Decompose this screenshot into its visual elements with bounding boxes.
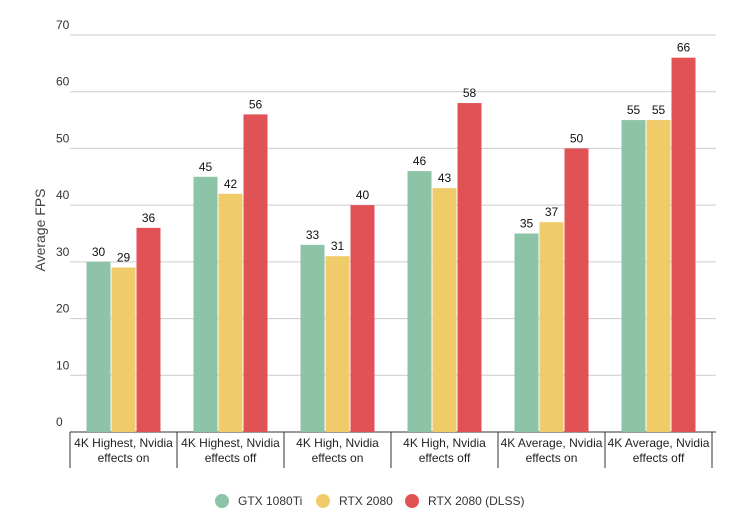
x-tick-label: 4K High, Nvidia effects on — [296, 436, 379, 465]
data-label: 43 — [438, 171, 452, 185]
y-tick-label: 50 — [56, 131, 70, 145]
bar — [350, 205, 375, 432]
legend-label: RTX 2080 — [339, 494, 393, 508]
data-label: 46 — [413, 154, 427, 168]
data-label: 37 — [545, 205, 559, 219]
bar — [193, 176, 218, 432]
y-tick-label: 70 — [56, 18, 70, 32]
bar — [243, 114, 268, 433]
bar — [218, 193, 243, 432]
bar — [432, 188, 457, 432]
data-label: 36 — [142, 211, 156, 225]
bar — [621, 120, 646, 433]
bar — [325, 256, 350, 432]
data-label: 29 — [117, 251, 131, 265]
legend-marker — [316, 494, 330, 508]
bar — [539, 222, 564, 432]
bar — [671, 57, 696, 432]
bar — [300, 244, 325, 432]
data-label: 31 — [331, 239, 345, 253]
data-label: 58 — [463, 86, 477, 100]
y-tick-label: 60 — [56, 75, 70, 89]
bar — [111, 267, 136, 432]
y-tick-label: 40 — [56, 188, 70, 202]
x-tick-label: 4K Average, Nvidia effects off — [607, 436, 710, 465]
data-label: 66 — [677, 41, 691, 55]
x-tick-label: 4K High, Nvidia effects off — [403, 436, 486, 465]
bar — [86, 261, 111, 432]
data-label: 40 — [356, 188, 370, 202]
data-label: 55 — [652, 103, 666, 117]
legend-label: GTX 1080Ti — [238, 494, 302, 508]
data-label: 45 — [199, 160, 213, 174]
y-tick-label: 0 — [56, 415, 63, 429]
legend-marker — [405, 494, 419, 508]
y-tick-label: 30 — [56, 245, 70, 259]
bar — [564, 148, 589, 432]
x-tick-label: 4K Highest, Nvidia effects off — [181, 436, 280, 465]
data-label: 56 — [249, 97, 263, 111]
bar — [407, 171, 432, 432]
data-label: 33 — [306, 228, 320, 242]
data-label: 35 — [520, 217, 534, 231]
x-tick-label: 4K Highest, Nvidia effects on — [74, 436, 173, 465]
bar — [514, 233, 539, 432]
data-label: 30 — [92, 245, 106, 259]
legend-label: RTX 2080 (DLSS) — [428, 494, 525, 508]
bar — [136, 227, 161, 432]
legend-marker — [215, 494, 229, 508]
data-label: 42 — [224, 177, 238, 191]
bar — [646, 120, 671, 433]
x-tick-label: 4K Average, Nvidia effects on — [500, 436, 603, 465]
data-label: 55 — [627, 103, 641, 117]
y-axis-title: Average FPS — [32, 188, 48, 271]
data-label: 50 — [570, 131, 584, 145]
bar — [457, 103, 482, 433]
y-tick-label: 20 — [56, 302, 70, 316]
y-tick-label: 10 — [56, 358, 70, 372]
